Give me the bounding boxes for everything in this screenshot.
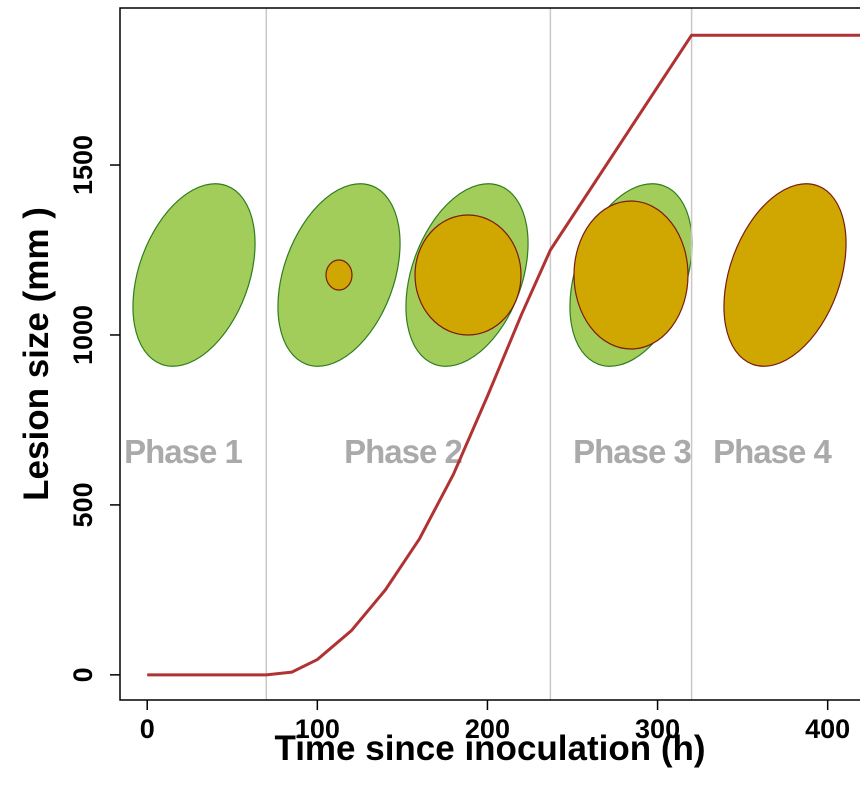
leaf-lesion: [414, 214, 522, 336]
x-axis-label: Time since inoculation (h): [274, 729, 705, 768]
plot-frame: [119, 7, 860, 701]
x-tick-label: 0: [140, 714, 155, 744]
x-tick-label: 100: [295, 714, 340, 744]
y-tick-label: 500: [68, 482, 98, 527]
lesion-illustrations: [132, 183, 847, 367]
phase-label: Phase 2: [344, 433, 462, 470]
leaf-lesion: [132, 183, 256, 367]
data-line: [147, 33, 860, 677]
phase-label: Phase 1: [124, 433, 242, 470]
phase-label: Phase 4: [713, 433, 832, 470]
leaf-lesion: [325, 259, 353, 291]
y-tick-label: 1000: [68, 305, 98, 365]
leaf-lesion: [723, 183, 847, 367]
y-tick-label: 0: [68, 667, 98, 682]
phase-label: Phase 3: [573, 433, 691, 470]
y-tick-label: 1500: [68, 135, 98, 195]
x-tick-label: 300: [635, 714, 680, 744]
y-axis-label: Lesion size (mm ): [17, 207, 56, 501]
x-tick-label: 400: [805, 714, 850, 744]
leaf-lesion: [573, 200, 689, 350]
x-tick-label: 200: [465, 714, 510, 744]
